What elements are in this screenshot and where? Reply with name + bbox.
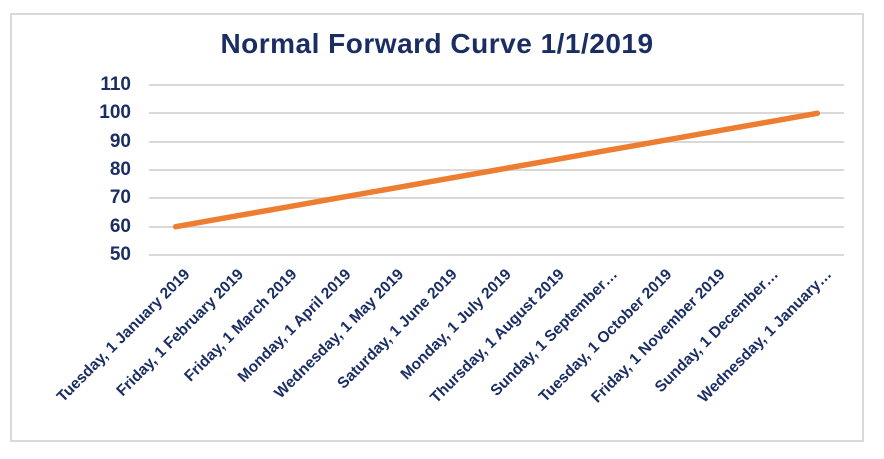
gridline [149, 225, 844, 228]
forward-curve-series-line [172, 110, 821, 230]
y-tick-label: 50 [109, 244, 131, 265]
y-tick-label: 70 [109, 187, 131, 209]
plot-area [172, 110, 821, 230]
gridline [149, 112, 844, 115]
y-tick-label: 110 [100, 74, 131, 95]
gridline [149, 254, 844, 256]
forward-curve-chart[interactable]: Normal Forward Curve 1/1/2019 110 100 90 80… [10, 13, 864, 442]
y-tick-label: 100 [99, 102, 131, 124]
y-tick-label: 90 [109, 130, 131, 152]
chart-title: Normal Forward Curve 1/1/2019 [220, 28, 654, 59]
gridline [149, 140, 844, 143]
y-tick-label: 60 [109, 215, 131, 237]
gridline [149, 84, 844, 86]
y-tick-label: 80 [109, 159, 131, 180]
gridline [149, 197, 844, 200]
